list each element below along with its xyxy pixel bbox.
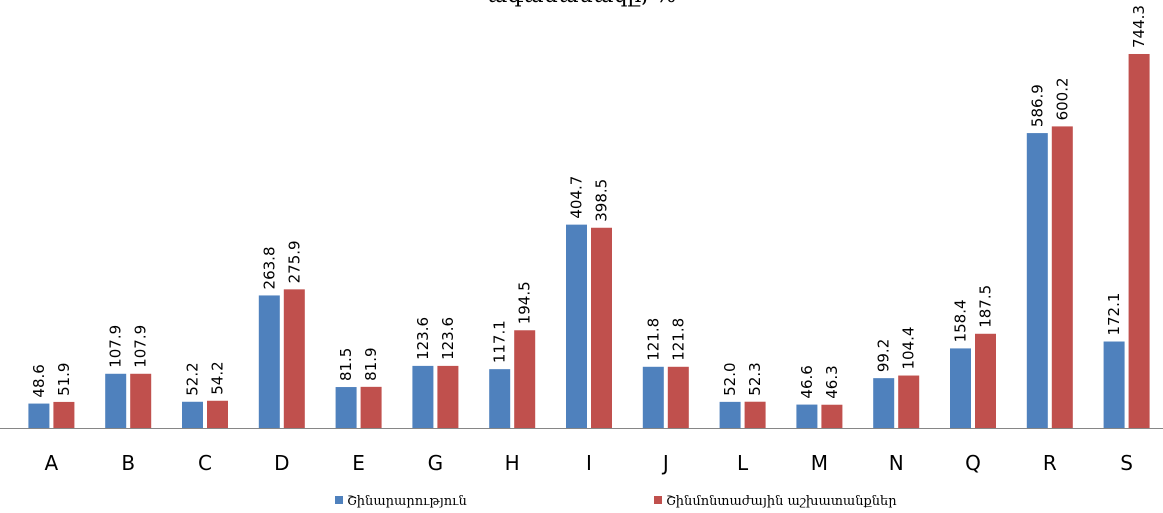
chart-title: ագամանակը, % [0,0,1163,8]
data-label-installation-A: 51.9 [55,363,73,396]
bar-installation-R [1051,126,1073,428]
x-tick-label-D: D [274,451,289,475]
bar-installation-A [53,401,75,428]
data-label-construction-G: 123.6 [414,317,432,360]
bar-installation-S [1128,53,1150,428]
bar-installation-G [437,365,459,428]
x-tick-label-S: S [1120,451,1133,475]
data-label-installation-M: 46.3 [823,365,841,398]
bar-construction-H [489,369,511,428]
x-tick-label-B: B [121,451,135,475]
x-tick-label-C: C [198,451,212,475]
x-tick-label-E: E [352,451,365,475]
x-tick-label-J: J [661,451,669,475]
data-label-construction-N: 99.2 [875,339,893,372]
data-label-construction-R: 586.9 [1028,84,1046,127]
bar-construction-D [258,295,280,428]
data-label-installation-G: 123.6 [439,317,457,360]
data-label-construction-D: 263.8 [260,246,278,289]
bar-construction-Q [950,348,971,428]
x-tick-label-R: R [1043,451,1057,475]
data-label-construction-S: 172.1 [1105,293,1123,336]
bar-installation-L [744,401,766,428]
data-label-construction-B: 107.9 [107,325,125,368]
data-labels-layer: 48.6 51.9 107.9 107.9 52.2 54.2 263.8 275.9 81.5… [30,5,1148,399]
data-label-installation-E: 81.9 [362,347,380,380]
bar-construction-B [105,373,127,428]
bar-construction-A [28,403,50,428]
data-label-installation-D: 275.9 [285,240,303,283]
data-label-installation-L: 52.3 [746,362,764,395]
bar-construction-J [642,366,664,428]
legend-label-installation: Շինմոնտաժային աշխատանքներ [666,494,897,509]
bars-layer [28,53,1150,428]
bar-installation-I [591,227,612,428]
x-tick-label-N: N [889,451,904,475]
bar-construction-L [719,401,741,428]
data-label-installation-S: 744.3 [1130,5,1148,48]
bar-installation-E [360,386,382,428]
bar-construction-R [1026,133,1048,428]
x-tick-label-A: A [45,451,59,475]
data-label-construction-Q: 158.4 [952,299,970,342]
legend-swatch-construction [335,496,343,504]
bar-installation-B [130,373,152,428]
bar-installation-D [283,289,305,428]
data-label-installation-H: 194.5 [516,281,534,324]
data-label-construction-I: 404.7 [568,176,586,219]
x-tick-label-G: G [428,451,444,475]
bar-construction-E [335,387,357,428]
data-label-installation-N: 104.4 [900,327,918,370]
bar-construction-M [796,404,818,428]
data-label-construction-L: 52.0 [721,362,739,395]
bar-installation-C [207,400,228,428]
data-label-installation-J: 121.8 [669,318,687,361]
legend-swatch-installation [654,496,662,504]
data-label-installation-I: 398.5 [593,179,611,222]
bar-installation-Q [975,333,996,428]
bar-construction-N [873,378,895,428]
legend-label-construction: Շինարարություն [347,494,467,509]
data-label-installation-C: 54.2 [209,361,227,394]
bar-construction-I [566,224,587,428]
data-label-construction-C: 52.2 [184,362,202,395]
data-label-construction-M: 46.6 [798,365,816,398]
data-label-installation-B: 107.9 [132,325,150,368]
bar-installation-M [821,404,843,428]
data-label-installation-Q: 187.5 [977,285,995,328]
data-label-construction-J: 121.8 [644,318,662,361]
bar-installation-H [514,330,536,428]
legend: Շինարարություն Շինմոնտաժային աշխատանքներ [335,494,897,509]
x-tick-label-M: M [811,451,828,475]
x-tick-label-H: H [505,451,520,475]
x-tick-label-L: L [737,451,749,475]
bar-construction-S [1103,341,1125,428]
bar-construction-G [412,365,434,428]
x-tick-label-I: I [586,451,592,475]
x-tick-label-Q: Q [965,451,981,475]
bar-construction-C [182,401,203,428]
bar-installation-N [898,375,920,428]
data-label-construction-E: 81.5 [337,348,355,381]
data-label-construction-A: 48.6 [30,364,48,397]
data-label-installation-R: 600.2 [1053,77,1071,120]
data-label-construction-H: 117.1 [491,320,509,363]
bar-installation-J [667,366,689,428]
